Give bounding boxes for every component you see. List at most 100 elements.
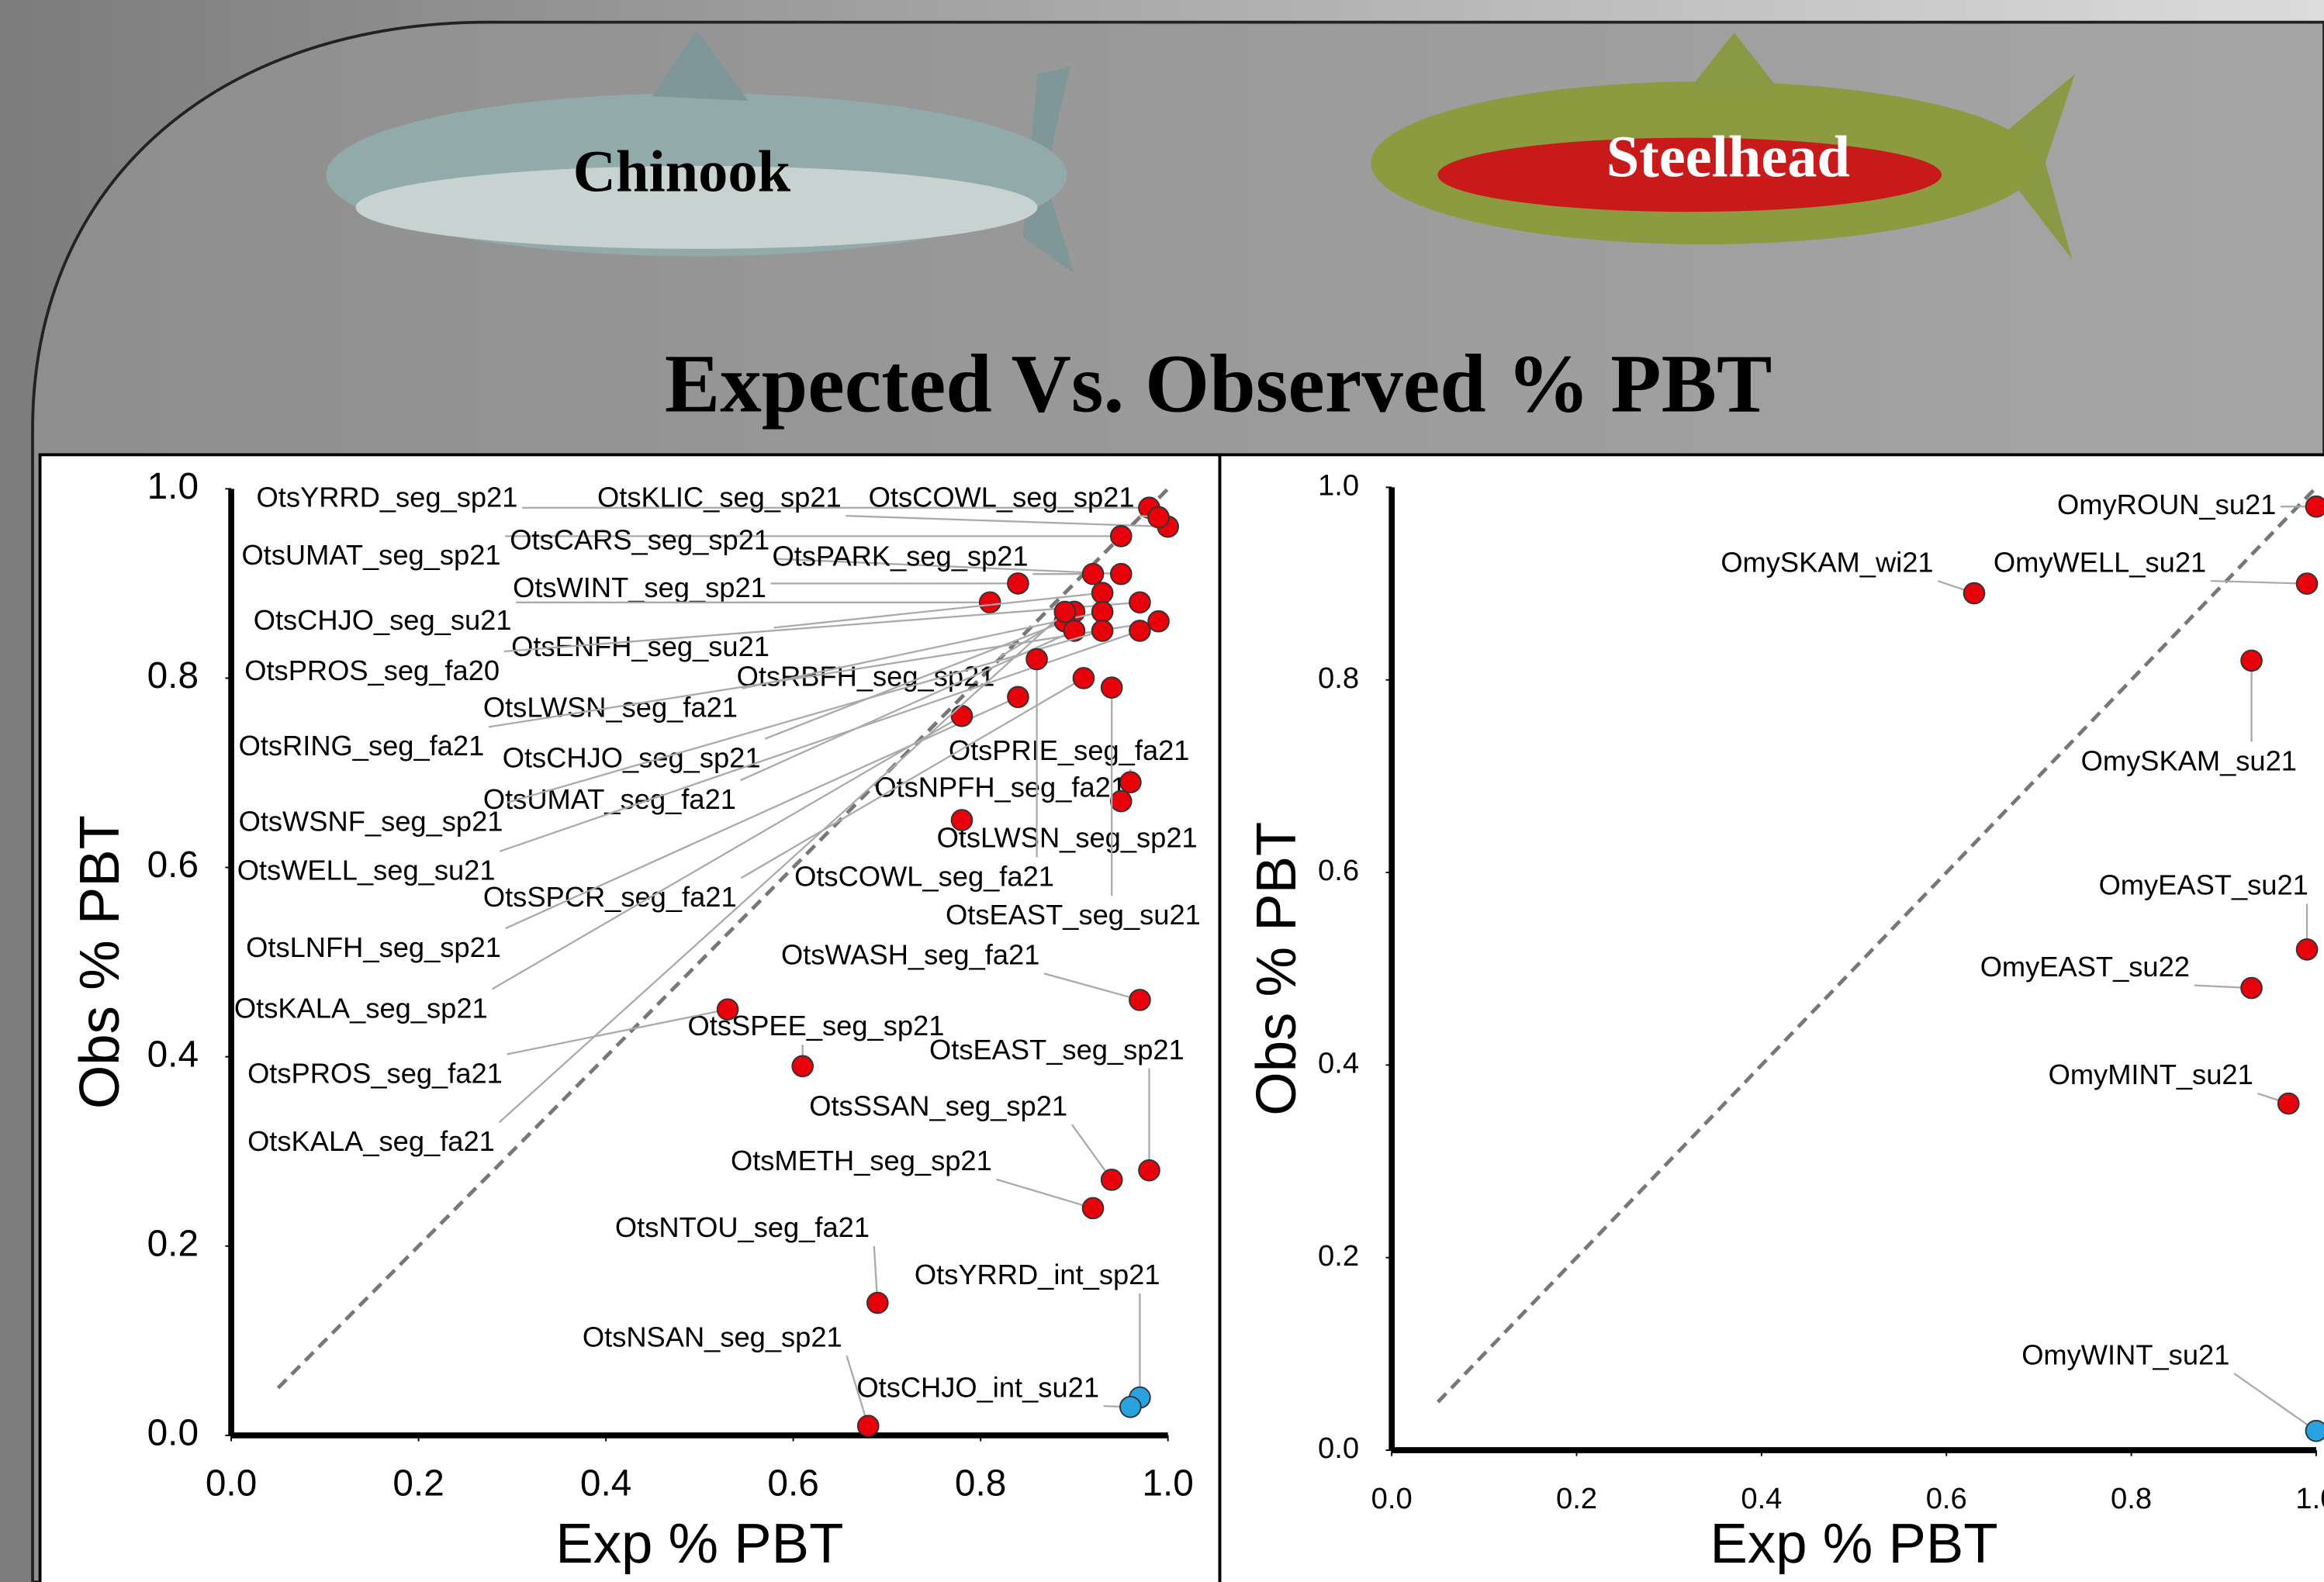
point-label: OtsSPCR_seg_fa21 [483,881,737,913]
point-label: OtsPROS_seg_fa20 [244,655,500,686]
point [1083,1198,1104,1219]
point-label: OtsSSAN_seg_sp21 [809,1090,1067,1121]
point-label: OtsNTOU_seg_fa21 [615,1211,870,1243]
point-label: OtsPROS_seg_fa21 [247,1057,503,1089]
point-label: OtsEAST_seg_sp21 [929,1034,1184,1066]
y-tick-label: 0.2 [147,1223,199,1264]
point [1092,620,1113,641]
y-tick-label: 0.0 [147,1413,199,1454]
y-tick-label: 0.6 [147,845,199,886]
point [2241,651,2262,672]
point-label: OtsENFH_seg_su21 [511,630,769,662]
y-tick-label: 0.4 [1318,1046,1359,1079]
point [867,1293,888,1314]
point [1148,611,1169,632]
point [1129,990,1150,1010]
point-label: OtsYRRD_seg_sp21 [257,481,518,513]
point [858,1415,879,1436]
point [1092,582,1113,603]
point-label: OtsLNFH_seg_sp21 [246,931,501,963]
point [1964,583,1985,604]
point-label: OtsPRIE_seg_fa21 [949,734,1190,766]
point-label: OtsWINT_seg_sp21 [513,572,766,603]
y-tick-label: 0.6 [1318,854,1359,887]
point [792,1056,813,1077]
point [1139,1160,1160,1181]
point [1101,1169,1122,1190]
point [2278,1093,2299,1114]
point-label: OtsLWSN_seg_sp21 [937,822,1198,854]
x-tick-label: 0.8 [2111,1482,2152,1515]
point-label: OtsNSAN_seg_sp21 [583,1321,842,1352]
x-tick-label: 0.0 [206,1463,257,1504]
point-label: OtsCHJO_seg_su21 [254,604,512,636]
point [952,706,973,727]
point-label: OtsKALA_seg_fa21 [247,1125,495,1157]
point [1148,507,1169,528]
x-tick-label: 0.4 [1741,1482,1782,1515]
point-label: OmySKAM_su21 [2081,744,2297,776]
point-label: OtsWSNF_seg_sp21 [239,806,503,838]
slide: Chinook Steelhead Expected Vs. Observed … [0,0,2324,1582]
point-label: OmyEAST_su22 [1980,951,2190,983]
point [1111,564,1132,585]
point [1111,791,1132,812]
point [2241,978,2262,999]
point-label: OtsPARK_seg_sp21 [772,541,1028,572]
point-label: OtsCOWL_seg_sp21 [869,481,1135,513]
y-axis-label: Obs % PBT [68,815,131,1109]
point [1101,677,1122,698]
point-label: OtsRING_seg_fa21 [239,730,485,762]
point-label: OtsYRRD_int_sp21 [915,1259,1160,1290]
x-tick-label: 0.6 [1926,1482,1967,1515]
point [2306,496,2324,517]
point [1092,602,1113,623]
x-tick-label: 1.0 [1142,1463,1193,1504]
point-label: OtsUMAT_seg_sp21 [241,539,500,571]
point [952,810,973,831]
point [718,999,738,1020]
x-tick-label: 0.0 [1371,1482,1413,1515]
point-label: OtsCARS_seg_sp21 [510,524,769,556]
point-label: OtsCOWL_seg_fa21 [794,860,1054,892]
point [1083,564,1104,585]
y-tick-label: 0.8 [1318,661,1359,695]
point [1120,1397,1141,1418]
point [2297,573,2318,594]
y-tick-label: 1.0 [147,466,199,507]
page: Chinook Steelhead Expected Vs. Observed … [0,0,2324,1582]
point [1129,620,1150,641]
point [2306,1421,2324,1442]
y-tick-label: 0.4 [147,1034,199,1075]
point-label: OtsWELL_seg_su21 [237,855,496,886]
point [1074,668,1095,689]
point-label: OmyWELL_su21 [1994,546,2206,578]
x-tick-label: 1.0 [2295,1482,2324,1515]
point-label: OtsMETH_seg_sp21 [731,1145,992,1176]
point-label: OtsCHJO_seg_sp21 [503,741,761,773]
fish-label: Chinook [573,139,791,205]
y-tick-label: 0.0 [1318,1432,1359,1465]
fish-label: Steelhead [1606,124,1850,190]
point-label: OtsNPFH_seg_fa21 [874,772,1126,803]
point [1008,686,1029,707]
x-axis-label: Exp % PBT [555,1512,843,1575]
point-label: OtsRBFH_seg_sp21 [737,660,995,692]
point-label: OmyEAST_su21 [2099,869,2308,901]
point-label: OtsKALA_seg_sp21 [234,992,488,1024]
point-label: OmyMINT_su21 [2049,1059,2253,1090]
point-label: OtsWASH_seg_fa21 [781,939,1039,971]
x-tick-label: 0.4 [580,1463,631,1504]
y-tick-label: 0.8 [147,655,199,696]
point-label: OmyWINT_su21 [2021,1338,2229,1370]
x-tick-label: 0.6 [767,1463,818,1504]
point [1026,649,1047,670]
point [1008,573,1029,594]
y-tick-label: 1.0 [1318,469,1359,503]
point [2297,939,2318,960]
point-label: OtsKLIC_seg_sp21 [597,481,842,513]
point-label: OtsEAST_seg_su21 [946,899,1201,931]
point-label: OmyROUN_su21 [2057,489,2276,520]
point [980,592,1001,613]
point-label: OtsCHJO_int_su21 [856,1371,1099,1403]
